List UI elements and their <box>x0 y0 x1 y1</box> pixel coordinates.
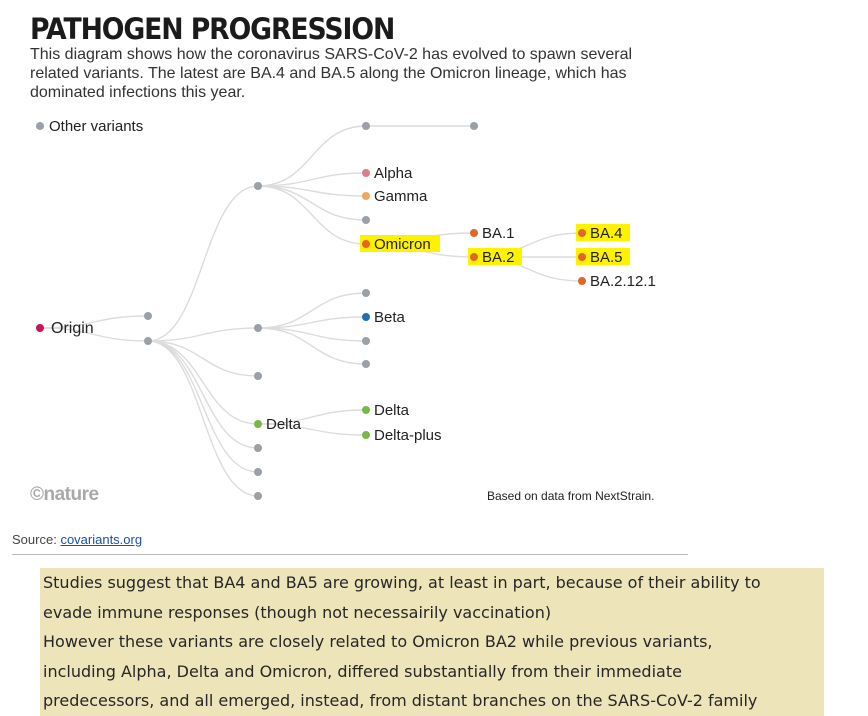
tree-branch <box>147 340 259 377</box>
node-origin <box>36 324 44 332</box>
tree-branch <box>147 185 259 342</box>
figure-subtitle: This diagram shows how the coronavirus S… <box>30 45 690 102</box>
handwritten-note: Studies suggest that BA4 and BA5 are gro… <box>40 568 824 716</box>
tree-branch <box>147 340 259 497</box>
node-unnamed <box>254 468 262 476</box>
tree-branch <box>147 340 259 425</box>
node-omicron <box>362 240 370 248</box>
tree-branch <box>147 327 259 342</box>
label-delta: Delta <box>266 416 302 433</box>
nature-logo: ©nature <box>30 484 99 505</box>
node-delta_leaf <box>362 406 370 414</box>
node-ba2121 <box>578 277 586 285</box>
node-unnamed <box>254 444 262 452</box>
node-unnamed <box>144 312 152 320</box>
node-ba4 <box>578 229 586 237</box>
note-line: Studies suggest that BA4 and BA5 are gro… <box>40 568 824 598</box>
legend-label: Other variants <box>49 118 143 135</box>
node-ba1 <box>470 229 478 237</box>
label-beta: Beta <box>374 309 406 326</box>
subtitle-line: related variants. The latest are BA.4 an… <box>30 65 627 82</box>
node-unnamed <box>254 492 262 500</box>
subtitle-line: dominated infections this year. <box>30 84 246 101</box>
node-ba5 <box>578 253 586 261</box>
source-link[interactable]: covariants.org <box>60 532 143 547</box>
node-unnamed <box>362 360 370 368</box>
source-prefix: Source: <box>12 532 57 547</box>
tree-branch <box>257 185 367 197</box>
node-unnamed <box>362 216 370 224</box>
node-unnamed <box>254 372 262 380</box>
divider <box>12 554 688 555</box>
legend-marker <box>36 122 44 130</box>
tree-branch <box>257 423 367 436</box>
label-omicron: Omicron <box>374 236 431 253</box>
node-unnamed <box>470 122 478 130</box>
node-alpha <box>362 169 370 177</box>
node-unnamed <box>362 289 370 297</box>
label-alpha: Alpha <box>374 165 413 182</box>
tree-branch <box>257 185 367 245</box>
label-delta_plus: Delta-plus <box>374 427 442 444</box>
tree-branch <box>257 409 367 425</box>
figure-title: PATHOGEN PROGRESSION <box>30 12 395 46</box>
label-ba4: BA.4 <box>590 225 623 242</box>
highlight-ba2 <box>468 248 522 265</box>
tree-nodes <box>36 122 586 500</box>
tree-labels: Other variants Origin Delta Alpha Gamma Omicr… <box>49 118 656 444</box>
tree-branch <box>257 172 367 187</box>
label-ba2121: BA.2.12.1 <box>590 273 656 290</box>
node-delta_plus <box>362 431 370 439</box>
highlight-ba4 <box>576 224 630 241</box>
highlight-ba5 <box>576 248 630 265</box>
node-ba2 <box>470 253 478 261</box>
label-ba5: BA.5 <box>590 249 623 266</box>
tree-edges <box>39 125 583 497</box>
tree-branch <box>147 340 259 449</box>
tree-branch <box>257 125 367 187</box>
tree-branch <box>257 292 367 329</box>
node-beta <box>362 313 370 321</box>
source-line: Source: covariants.org <box>12 532 142 547</box>
note-line: However these variants are closely relat… <box>40 627 824 657</box>
node-gamma <box>362 192 370 200</box>
note-line: evade immune responses (though not neces… <box>40 597 824 628</box>
data-credit: Based on data from NextStrain. <box>487 489 654 503</box>
label-origin: Origin <box>51 320 94 337</box>
note-line: predecessors, and all emerged, instead, … <box>40 686 824 716</box>
node-unnamed <box>144 337 152 345</box>
tree-branch <box>39 327 149 342</box>
variant-tree-diagram: Other variants Origin Delta Alpha Gamma Omicr… <box>30 118 656 505</box>
highlights <box>360 224 630 265</box>
node-unnamed <box>362 337 370 345</box>
highlight-omicron <box>360 235 440 252</box>
node-delta <box>254 420 262 428</box>
label-delta_leaf: Delta <box>374 402 410 419</box>
tree-branch <box>39 315 149 329</box>
label-ba1: BA.1 <box>482 225 515 242</box>
tree-branch <box>257 327 367 365</box>
label-ba2: BA.2 <box>482 249 515 266</box>
node-unnamed <box>254 182 262 190</box>
tree-branch <box>147 340 259 473</box>
node-unnamed <box>362 122 370 130</box>
note-line: including Alpha, Delta and Omicron, diff… <box>40 656 824 687</box>
label-gamma: Gamma <box>374 188 428 205</box>
tree-branch <box>257 316 367 329</box>
node-unnamed <box>254 324 262 332</box>
subtitle-line: This diagram shows how the coronavirus S… <box>30 46 633 63</box>
